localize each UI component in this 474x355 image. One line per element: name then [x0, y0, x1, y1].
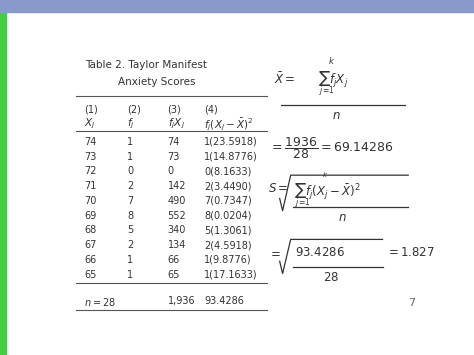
- Text: $j\!=\!1$: $j\!=\!1$: [295, 196, 311, 209]
- Text: $X_j$: $X_j$: [84, 116, 96, 131]
- Text: $28$: $28$: [323, 271, 339, 284]
- Text: $n$: $n$: [332, 109, 341, 122]
- Text: 0(8.1633): 0(8.1633): [204, 166, 252, 176]
- Text: Anxiety Scores: Anxiety Scores: [118, 77, 196, 87]
- Text: 72: 72: [84, 166, 97, 176]
- Text: 71: 71: [84, 181, 97, 191]
- Text: 65: 65: [84, 270, 97, 280]
- Text: 2: 2: [127, 240, 134, 250]
- Text: 1(14.8776): 1(14.8776): [204, 152, 258, 162]
- Text: $93.4286$: $93.4286$: [295, 246, 346, 259]
- Text: $S =$: $S =$: [267, 182, 288, 195]
- Text: 7: 7: [127, 196, 134, 206]
- Text: 66: 66: [168, 255, 180, 265]
- Text: $k$: $k$: [322, 170, 329, 179]
- Text: $=$: $=$: [267, 246, 281, 259]
- Text: $n = 28$: $n = 28$: [84, 296, 116, 308]
- Text: $n$: $n$: [338, 211, 346, 224]
- Text: 68: 68: [84, 225, 97, 235]
- Text: 74: 74: [84, 137, 97, 147]
- Text: $f_j$: $f_j$: [127, 116, 135, 131]
- Text: 0: 0: [127, 166, 133, 176]
- Text: 0: 0: [168, 166, 174, 176]
- Text: 1(23.5918): 1(23.5918): [204, 137, 258, 147]
- Text: 1,936: 1,936: [168, 296, 195, 306]
- Text: 8(0.0204): 8(0.0204): [204, 211, 252, 221]
- Text: 66: 66: [84, 255, 97, 265]
- Text: (4): (4): [204, 104, 218, 114]
- Text: 1(17.1633): 1(17.1633): [204, 270, 258, 280]
- Text: (2): (2): [127, 104, 141, 114]
- Text: 1(9.8776): 1(9.8776): [204, 255, 252, 265]
- Text: 552: 552: [168, 211, 186, 221]
- Text: 1: 1: [127, 270, 133, 280]
- Text: 93.4286: 93.4286: [204, 296, 244, 306]
- Text: 74: 74: [168, 137, 180, 147]
- Text: 65: 65: [168, 270, 180, 280]
- Text: 7(0.7347): 7(0.7347): [204, 196, 252, 206]
- Text: 8: 8: [127, 211, 133, 221]
- Text: $f_jX_j$: $f_jX_j$: [168, 116, 185, 131]
- Text: 7: 7: [409, 298, 416, 308]
- Text: $\sum f_j X_j$: $\sum f_j X_j$: [318, 70, 348, 90]
- Text: 490: 490: [168, 196, 186, 206]
- Text: Table 2. Taylor Manifest: Table 2. Taylor Manifest: [85, 60, 207, 70]
- Text: 70: 70: [84, 196, 97, 206]
- Text: 2(4.5918): 2(4.5918): [204, 240, 252, 250]
- Text: 5(1.3061): 5(1.3061): [204, 225, 252, 235]
- Text: 2: 2: [127, 181, 134, 191]
- Text: $j\!=\!1$: $j\!=\!1$: [319, 84, 335, 97]
- Text: (3): (3): [168, 104, 182, 114]
- Text: 2(3.4490): 2(3.4490): [204, 181, 252, 191]
- Text: $\sum f_j(X_j-\bar{X})^2$: $\sum f_j(X_j-\bar{X})^2$: [294, 182, 361, 202]
- Text: 1: 1: [127, 255, 133, 265]
- Text: 69: 69: [84, 211, 97, 221]
- Text: 340: 340: [168, 225, 186, 235]
- Text: $\bar{X} =$: $\bar{X} =$: [274, 71, 296, 87]
- Text: $k$: $k$: [328, 55, 335, 66]
- Text: 134: 134: [168, 240, 186, 250]
- Text: 142: 142: [168, 181, 186, 191]
- Text: 1: 1: [127, 137, 133, 147]
- Text: 73: 73: [168, 152, 180, 162]
- Text: $=\dfrac{1936}{28}= 69.14286$: $=\dfrac{1936}{28}= 69.14286$: [269, 136, 393, 162]
- Text: $f_j(X_j-\bar{X})^2$: $f_j(X_j-\bar{X})^2$: [204, 116, 254, 133]
- Text: (1): (1): [84, 104, 98, 114]
- Text: 73: 73: [84, 152, 97, 162]
- Text: $= 1.827$: $= 1.827$: [386, 246, 435, 259]
- Text: 1: 1: [127, 152, 133, 162]
- Text: 67: 67: [84, 240, 97, 250]
- Text: 5: 5: [127, 225, 134, 235]
